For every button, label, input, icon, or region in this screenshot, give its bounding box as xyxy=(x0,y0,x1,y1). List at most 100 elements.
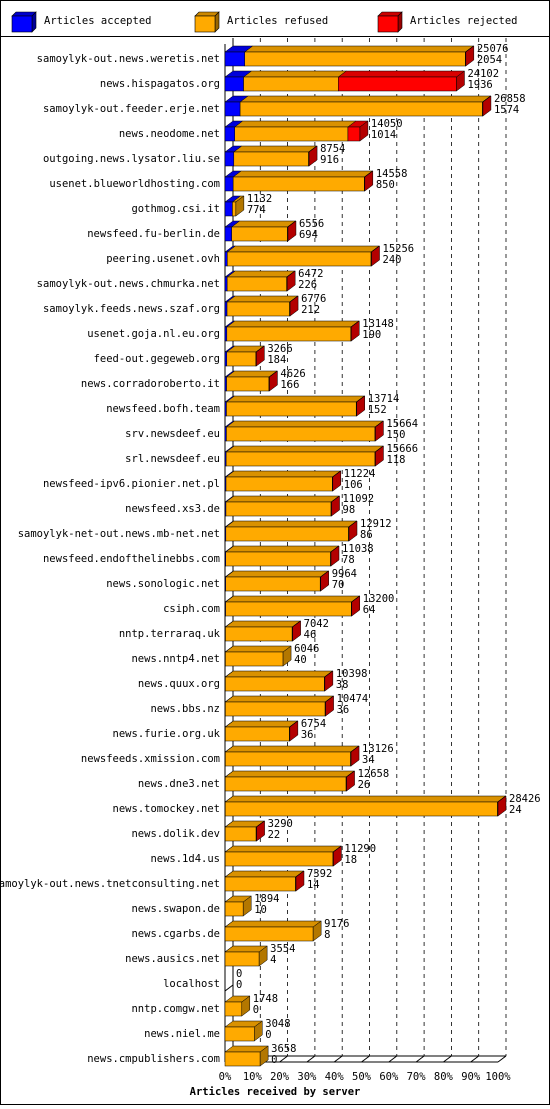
bar-segment xyxy=(225,902,243,916)
accepted-label: 14 xyxy=(307,879,320,891)
accepted-label: 2054 xyxy=(477,54,502,66)
bar-segment xyxy=(235,127,348,141)
accepted-label: 184 xyxy=(267,354,286,366)
bar-segment xyxy=(225,752,350,766)
y-tick-label: csiph.com xyxy=(163,603,220,615)
accepted-label: 64 xyxy=(363,604,376,616)
bar-segment xyxy=(225,702,325,716)
accepted-label: 152 xyxy=(368,404,387,416)
accepted-label: 46 xyxy=(304,629,317,641)
accepted-label: 24 xyxy=(509,804,522,816)
legend-swatch-side xyxy=(32,12,36,32)
accepted-label: 694 xyxy=(299,229,318,241)
bar-top xyxy=(234,146,317,152)
bar-segment xyxy=(225,952,259,966)
bar-segment xyxy=(226,602,352,616)
y-tick-label: news.quux.org xyxy=(138,678,220,690)
bar-top xyxy=(240,96,490,102)
bar-top xyxy=(227,296,298,302)
bar-top xyxy=(245,46,474,52)
bar-top xyxy=(225,646,291,652)
legend-swatch xyxy=(195,16,215,32)
accepted-label: 36 xyxy=(337,704,350,716)
bar-top xyxy=(227,271,295,277)
accepted-label: 1936 xyxy=(467,79,492,91)
y-tick-label: newsfeed.fu-berlin.de xyxy=(87,228,220,240)
y-tick-label: news.dolik.dev xyxy=(131,828,220,840)
bar-segment xyxy=(226,552,331,566)
accepted-label: 86 xyxy=(360,529,373,541)
bar-segment xyxy=(240,102,482,116)
bar-segment xyxy=(225,827,256,841)
bar-segment xyxy=(225,677,324,691)
bar-segment xyxy=(227,277,287,291)
y-tick-label: gothmog.csi.it xyxy=(131,203,220,215)
y-tick-label: news.niel.me xyxy=(144,1028,220,1040)
bar-top xyxy=(227,371,277,377)
accepted-label: 10 xyxy=(254,904,267,916)
accepted-label: 850 xyxy=(376,179,395,191)
y-tick-label: news.nntp4.net xyxy=(131,653,220,665)
bar-segment xyxy=(225,277,227,291)
bar-top xyxy=(235,121,356,127)
legend-swatch xyxy=(12,16,32,32)
y-tick-label: news.neodome.net xyxy=(119,128,220,140)
y-tick-label: feed-out.gegeweb.org xyxy=(94,353,220,365)
bar-segment xyxy=(226,452,375,466)
bar-top xyxy=(226,596,360,602)
bar-segment xyxy=(232,227,288,241)
bar-segment xyxy=(225,852,333,866)
x-tick-label: 90% xyxy=(461,1071,481,1083)
bar-top xyxy=(244,71,347,77)
bar-segment xyxy=(225,1052,260,1066)
bar-segment xyxy=(348,127,360,141)
bar-segment xyxy=(226,427,375,441)
x-tick-label: 30% xyxy=(297,1071,317,1083)
x-tick-label: 60% xyxy=(379,1071,399,1083)
y-tick-label: news.hispagatos.org xyxy=(100,78,220,90)
bar-top xyxy=(225,721,297,727)
bar-top xyxy=(225,746,358,752)
bar-segment xyxy=(226,402,356,416)
accepted-label: 38 xyxy=(336,679,349,691)
x-tick-label: 0% xyxy=(219,1071,232,1083)
bar-top xyxy=(338,71,464,77)
bar-top xyxy=(226,496,339,502)
y-tick-label: news.swapon.de xyxy=(131,903,220,915)
accepted-label: 18 xyxy=(344,854,357,866)
y-tick-label: newsfeed.xs3.de xyxy=(125,503,220,515)
bar-top xyxy=(226,521,357,527)
legend-swatch xyxy=(378,16,398,32)
bar-top xyxy=(225,846,341,852)
bar-segment xyxy=(227,352,256,366)
bar-segment xyxy=(226,527,349,541)
bar-segment xyxy=(225,102,240,116)
bar-segment xyxy=(226,502,331,516)
y-tick-label: newsfeed.bofh.team xyxy=(106,403,220,415)
y-tick-label: nntp.terraraq.uk xyxy=(119,628,221,640)
bar-segment xyxy=(225,352,227,366)
y-tick-label: news.cmpublishers.com xyxy=(87,1053,220,1065)
y-tick-label: srv.newsdeef.eu xyxy=(125,428,220,440)
legend-swatch-side xyxy=(398,12,402,32)
bar-segment xyxy=(225,1002,242,1016)
bar-segment xyxy=(244,77,339,91)
y-tick-label: samoylyk-out.news.tnetconsulting.net xyxy=(0,878,220,890)
accepted-label: 8 xyxy=(324,929,330,941)
bar-segment xyxy=(225,177,233,191)
y-tick-label: news.tomockey.net xyxy=(113,803,220,815)
accepted-label: 78 xyxy=(342,554,355,566)
y-tick-label: newsfeed.endofthelinebbs.com xyxy=(43,553,220,565)
accepted-label: 36 xyxy=(301,729,314,741)
accepted-label: 916 xyxy=(320,154,339,166)
accepted-label: 0 xyxy=(253,1004,259,1016)
bar-segment xyxy=(338,77,456,91)
y-tick-label: usenet.blueworldhosting.com xyxy=(49,178,220,190)
y-tick-label: news.corradoroberto.it xyxy=(81,378,220,390)
y-tick-label: newsfeed-ipv6.pionier.net.pl xyxy=(43,478,220,490)
bar-top xyxy=(226,421,383,427)
y-tick-label: samoylyk.feeds.news.szaf.org xyxy=(43,303,220,315)
y-tick-label: samoylyk-out.news.weretis.net xyxy=(37,53,220,65)
x-tick-label: 80% xyxy=(434,1071,454,1083)
